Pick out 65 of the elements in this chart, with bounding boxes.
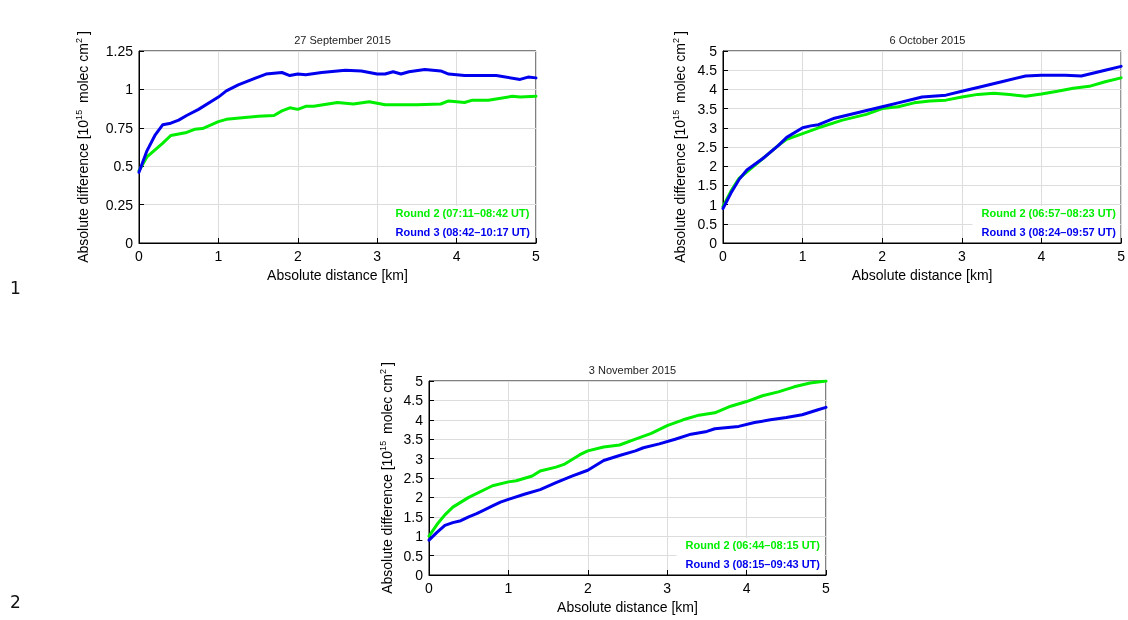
x-tick-label: 1 [504, 580, 513, 596]
x-tick-label: 2 [583, 580, 592, 596]
x-tick-label: 3 [957, 248, 966, 264]
x-tick-label: 4 [452, 248, 461, 264]
line-series [137, 94, 538, 173]
y-tick-label: 3.5 [697, 100, 718, 117]
y-tick-label: 0.5 [697, 215, 718, 232]
chart-title: 3 November 2015 [588, 363, 677, 376]
x-tick-label: 4 [742, 580, 751, 596]
text: 1 [10, 278, 21, 298]
y-tick-label: 0.5 [403, 547, 424, 564]
y-tick-label: 1.5 [697, 177, 718, 194]
x-tick-label: 2 [878, 248, 887, 264]
y-tick-label: 0.5 [113, 158, 134, 175]
text: Round 2 (07:11–08:42 UT) [395, 207, 530, 219]
y-tick-label: 3.5 [403, 431, 424, 448]
text: Round 3 (08:15–09:43 UT) [685, 557, 821, 570]
x-tick-label: 0 [425, 580, 434, 596]
y-axis-title: Absolute difference [1015 molec cm2] [73, 31, 91, 263]
x-tick-label: 5 [822, 580, 831, 596]
x-tick-label: 1 [214, 248, 223, 264]
y-tick-label: 0.75 [105, 119, 134, 136]
y-tick-label: 0.25 [105, 196, 134, 213]
line-series [137, 67, 538, 174]
text: Round 3 (08:24–09:57 UT) [981, 225, 1117, 238]
x-tick-label: 0 [719, 248, 728, 264]
x-tick-label: 1 [798, 248, 807, 264]
y-axis-title: Absolute difference [1015 molec cm2] [377, 362, 395, 594]
y-tick-label: 1 [709, 196, 718, 213]
y-tick-label: 3 [415, 450, 424, 467]
y-tick-label: 1.5 [403, 508, 424, 525]
y-tick-label: 2 [415, 489, 424, 506]
y-tick-label: 4.5 [697, 62, 718, 79]
y-tick-label: 4.5 [403, 392, 424, 409]
y-axis-title: Absolute difference [1015 molec cm2] [670, 31, 688, 263]
x-tick-label: 4 [1037, 248, 1046, 264]
x-tick-label: 2 [293, 248, 302, 264]
y-tick-label: 1 [415, 528, 424, 545]
y-tick-label: 1 [125, 81, 134, 98]
x-axis-title: Absolute distance [km] [851, 266, 993, 283]
x-tick-label: 3 [373, 248, 382, 264]
text: Round 3 (08:42–10:17 UT) [395, 225, 531, 238]
y-tick-label: 4 [415, 411, 424, 428]
x-tick-label: 0 [135, 248, 144, 264]
y-tick-label: 4 [709, 81, 718, 98]
y-tick-label: 5 [415, 373, 424, 389]
line-series [427, 405, 828, 542]
x-axis-title: Absolute distance [km] [557, 598, 698, 615]
y-tick-label: 3 [709, 119, 718, 136]
text: Round 2 (06:57–08:23 UT) [981, 207, 1117, 219]
y-tick-label: 0 [709, 235, 718, 251]
y-tick-label: 2.5 [697, 139, 718, 155]
y-tick-label: 0 [415, 567, 424, 583]
chart-title: 27 September 2015 [294, 33, 391, 46]
y-tick-label: 5 [709, 43, 718, 59]
x-tick-label: 5 [1117, 248, 1126, 264]
x-axis-title: Absolute distance [km] [267, 266, 408, 283]
y-tick-label: 0 [125, 235, 134, 251]
chart-title: 6 October 2015 [889, 33, 966, 46]
y-tick-label: 2.5 [403, 470, 424, 486]
y-tick-label: 2 [709, 158, 718, 175]
x-tick-label: 5 [532, 248, 541, 264]
text: Round 2 (06:44–08:15 UT) [685, 539, 821, 551]
y-tick-label: 1.25 [105, 43, 134, 59]
x-tick-label: 3 [663, 580, 672, 596]
